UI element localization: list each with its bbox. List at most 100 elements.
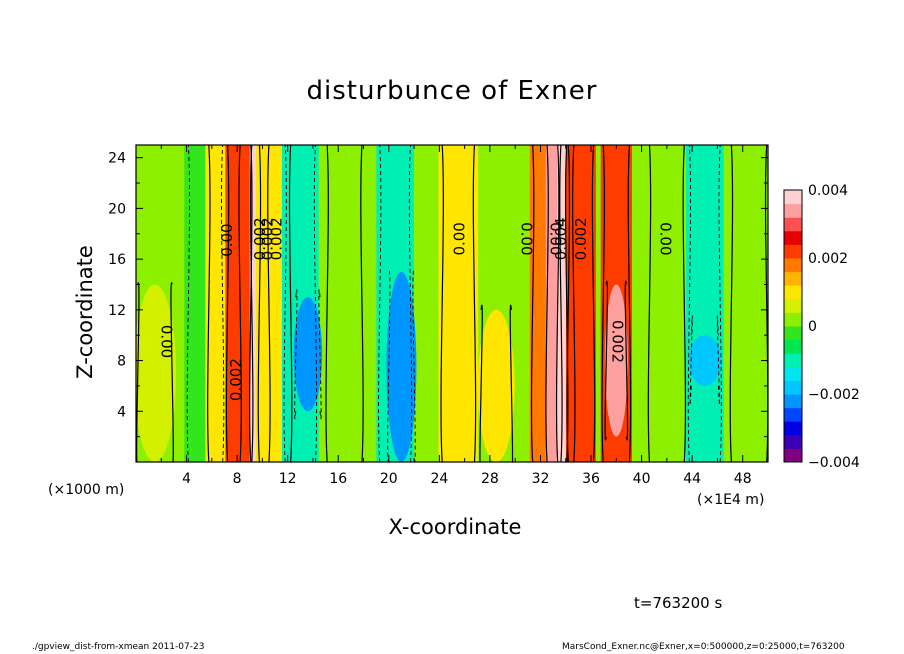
field-streak	[438, 145, 479, 462]
contour-line	[627, 145, 632, 462]
contour-label: 0.002	[609, 320, 627, 363]
contour-line	[440, 145, 444, 462]
contour-line	[294, 289, 298, 420]
x-tick-label: 20	[380, 471, 398, 487]
colorbar-swatch	[784, 230, 802, 245]
contour-label: 0.002	[267, 217, 285, 260]
contour-line	[545, 145, 549, 462]
y-tick-label: 16	[108, 252, 126, 268]
x-tick-label: 8	[233, 471, 242, 487]
contour-line	[716, 315, 721, 406]
y-axis-label: Z-coordinate	[73, 245, 97, 379]
contour-line	[604, 280, 608, 441]
colorbar-swatch	[784, 339, 802, 354]
contour-line	[249, 145, 253, 462]
x-tick-label: 24	[430, 471, 448, 487]
y-tick-label: 4	[117, 404, 126, 420]
contour-line	[238, 145, 242, 462]
x-axis-label: X-coordinate	[388, 515, 522, 539]
colorbar-swatch	[784, 353, 802, 368]
colorbar-swatch	[784, 312, 802, 327]
field-streak	[323, 145, 367, 462]
colorbar-swatch	[784, 203, 802, 218]
contour-line	[288, 145, 293, 462]
contour-label: 0.002	[227, 358, 245, 401]
colorbar-swatch	[784, 448, 802, 463]
contour-line	[378, 145, 382, 462]
contour-label: 0.002	[572, 217, 590, 260]
footer-script-label: ./gpview_dist-from-xmean 2011-07-23	[32, 642, 205, 652]
field-streak	[645, 145, 689, 462]
x-tick-label: 32	[532, 471, 550, 487]
contour-label: 0.002	[259, 217, 277, 260]
contour-label: 0.00	[657, 222, 675, 255]
footer-source-label: MarsCond_Exner.nc@Exner,x=0:500000,z=0:2…	[562, 642, 845, 652]
field-blob	[688, 335, 722, 386]
contour-label: 0.00	[218, 223, 236, 256]
contour-label: 0.00	[157, 325, 175, 358]
colorbar-swatch	[784, 244, 802, 259]
colorbar-tick-label: −0.002	[808, 387, 860, 403]
contour-line	[682, 145, 687, 462]
field-streak	[686, 145, 724, 462]
contour-line	[207, 145, 211, 462]
contour-line	[509, 305, 514, 462]
contour-line	[601, 145, 605, 462]
contour-line	[257, 145, 262, 462]
x-tick-label: 40	[633, 471, 651, 487]
x-tick-label: 12	[279, 471, 297, 487]
colorbar-swatch	[784, 407, 802, 422]
x-tick-label: 16	[329, 471, 347, 487]
colorbar-swatch	[784, 366, 802, 381]
contour-line	[566, 145, 571, 462]
contour-line	[267, 145, 271, 462]
contour-label: 0.00	[547, 222, 565, 255]
field-blob	[136, 284, 177, 462]
colorbar-tick-label: 0.002	[808, 251, 848, 267]
contour-line	[687, 145, 692, 462]
contour-line	[221, 145, 225, 462]
contour-line	[718, 145, 722, 462]
x-tick-label: 36	[582, 471, 600, 487]
colorbar-swatch	[784, 217, 802, 232]
colorbar-frame	[783, 189, 803, 463]
x-tick-label: 28	[481, 471, 499, 487]
x-tick-label: 48	[734, 471, 752, 487]
contour-line	[249, 145, 254, 462]
contour-line	[729, 145, 734, 462]
contour-line	[313, 145, 318, 462]
colorbar-swatch	[784, 394, 802, 409]
contour-label: 0.004	[552, 217, 570, 260]
colorbar-swatch	[784, 271, 802, 286]
x-unit-label: (×1E4 m)	[697, 492, 765, 508]
colorbar-swatch	[784, 258, 802, 273]
contour-line	[186, 145, 190, 462]
y-tick-label: 24	[108, 151, 126, 167]
colorbar-swatch	[784, 326, 802, 341]
y-tick-label: 20	[108, 201, 126, 217]
contour-line	[408, 145, 413, 462]
colorbar-swatch	[784, 421, 802, 436]
colorbar-tick-label: 0	[808, 319, 817, 335]
contour-line	[325, 145, 329, 462]
colorbar-swatch	[784, 285, 802, 300]
contour-line	[689, 315, 693, 406]
contour-line	[170, 282, 174, 462]
contour-line	[647, 145, 652, 462]
contour-line	[555, 145, 560, 462]
chart-title: disturbunce of Exner	[306, 76, 598, 106]
x-tick-label: 44	[683, 471, 701, 487]
field-streak	[565, 145, 596, 462]
contour-line	[479, 305, 483, 462]
contour-label: 0.002	[251, 217, 269, 260]
contour-line	[318, 289, 322, 420]
contour-line	[591, 145, 596, 462]
field-blob	[386, 271, 417, 462]
y-tick-label: 12	[108, 303, 126, 319]
y-unit-label: (×1000 m)	[48, 482, 125, 498]
contour-line	[624, 280, 629, 441]
colorbar-tick-label: 0.004	[808, 183, 848, 199]
y-tick-label: 8	[117, 354, 126, 370]
contour-line	[283, 145, 287, 462]
